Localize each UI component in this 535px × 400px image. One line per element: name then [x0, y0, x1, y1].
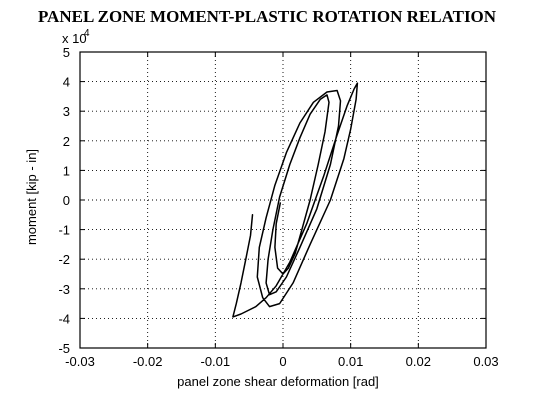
x-tick-label: -0.03: [65, 354, 95, 369]
x-tick-label: 0.01: [338, 354, 363, 369]
y-tick-label: -4: [58, 311, 70, 326]
y-tick-label: 1: [63, 163, 70, 178]
x-tick-label: 0.02: [406, 354, 431, 369]
x-axis-label: panel zone shear deformation [rad]: [177, 374, 379, 389]
y-multiplier-exponent: 4: [84, 28, 90, 39]
y-tick-label: -3: [58, 282, 70, 297]
chart-title: PANEL ZONE MOMENT-PLASTIC ROTATION RELAT…: [38, 7, 497, 26]
y-axis-label: moment [kip - in]: [24, 149, 39, 245]
series-hysteresis-curve: [232, 82, 359, 318]
y-tick-label: 5: [63, 45, 70, 60]
y-multiplier: x 10 4: [62, 28, 90, 46]
y-multiplier-base: x 10: [62, 31, 87, 46]
y-tick-label: -1: [58, 223, 70, 238]
y-tick-label: -2: [58, 252, 70, 267]
x-tick-label: -0.01: [201, 354, 231, 369]
y-tick-label: 2: [63, 134, 70, 149]
x-tick-label: 0: [279, 354, 286, 369]
grid-lines: [80, 52, 486, 348]
x-tick-labels: -0.03 -0.02 -0.01 0 0.01 0.02 0.03: [65, 354, 498, 369]
x-tick-label: -0.02: [133, 354, 163, 369]
y-tick-label: 3: [63, 104, 70, 119]
y-tick-label: 4: [63, 75, 70, 90]
y-tick-label: 0: [63, 193, 70, 208]
plot-frame: [79, 51, 487, 349]
y-tick-labels: -5 -4 -3 -2 -1 0 1 2 3 4 5: [58, 45, 70, 356]
x-tick-label: 0.03: [473, 354, 498, 369]
y-tick-label: -5: [58, 341, 70, 356]
